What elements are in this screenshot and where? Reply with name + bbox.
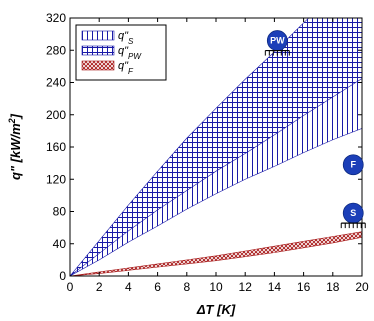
x-tick-label: 10 bbox=[209, 280, 223, 294]
legend: q"Sq"PWq"F bbox=[75, 24, 167, 81]
y-tick-label: 240 bbox=[46, 76, 66, 90]
badges: PW F S bbox=[264, 30, 366, 229]
badge-label: PW bbox=[270, 36, 285, 46]
y-axis-label: q" [kW/m2] bbox=[7, 113, 23, 180]
x-tick-label: 8 bbox=[183, 280, 190, 294]
legend-swatch-q-f bbox=[81, 60, 115, 71]
x-axis: 0 2 4 6 8 10 12 14 16 18 20 bbox=[67, 18, 369, 294]
y-tick-label: 200 bbox=[46, 108, 66, 122]
pool-boiling-heater-icon: PW bbox=[264, 30, 290, 56]
x-tick-label: 6 bbox=[154, 280, 161, 294]
y-tick-label: 280 bbox=[46, 43, 66, 57]
legend-label-q-s: q"S bbox=[118, 30, 134, 46]
x-tick-label: 20 bbox=[355, 280, 369, 294]
legend-swatch-q-s bbox=[81, 30, 115, 41]
x-tick-label: 18 bbox=[326, 280, 340, 294]
y-tick-label: 0 bbox=[59, 269, 66, 283]
legend-label-q-pw: q"PW bbox=[118, 45, 142, 61]
x-tick-label: 4 bbox=[125, 280, 132, 294]
y-axis: 0 40 80 120 160 200 240 280 320 bbox=[46, 11, 362, 283]
x-tick-label: 0 bbox=[67, 280, 74, 294]
x-tick-label: 16 bbox=[297, 280, 311, 294]
band-q-pw bbox=[70, 18, 362, 276]
x-tick-label: 2 bbox=[96, 280, 103, 294]
band-q-f bbox=[70, 231, 362, 276]
x-tick-label: 12 bbox=[239, 280, 253, 294]
y-tick-label: 320 bbox=[46, 11, 66, 25]
legend-swatch-q-pw bbox=[81, 45, 115, 56]
badge-label: S bbox=[350, 208, 356, 218]
pool-boiling-heater-icon: S bbox=[340, 202, 366, 229]
legend-label-q-f: q"F bbox=[118, 60, 134, 76]
data-bands bbox=[70, 18, 362, 276]
x-tick-label: 14 bbox=[268, 280, 282, 294]
badge-label: F bbox=[350, 160, 356, 170]
y-tick-label: 120 bbox=[46, 172, 66, 186]
y-tick-label: 40 bbox=[53, 237, 67, 251]
x-axis-label: ΔT [K] bbox=[196, 302, 236, 317]
flow-boiling-icon: F bbox=[342, 154, 364, 176]
y-tick-label: 80 bbox=[53, 205, 67, 219]
y-tick-label: 160 bbox=[46, 140, 66, 154]
